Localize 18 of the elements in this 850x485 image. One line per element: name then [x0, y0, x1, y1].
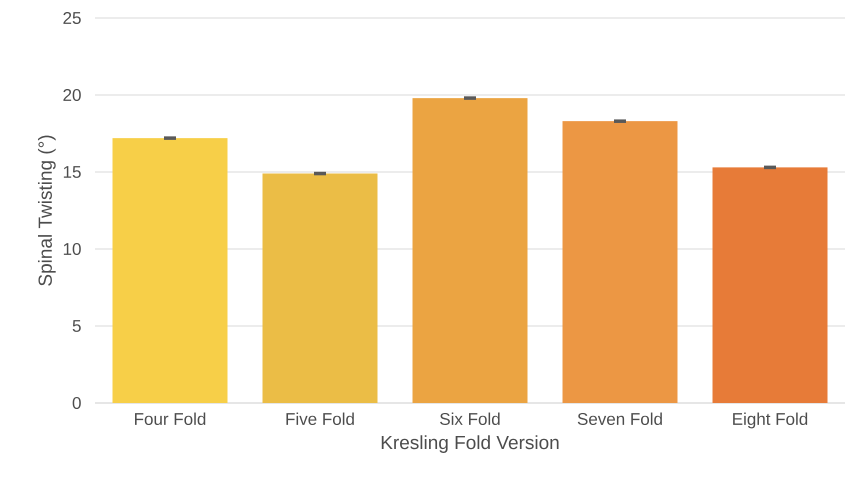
bar: [412, 98, 528, 403]
y-tick-label: 5: [72, 320, 81, 332]
x-tick-label: Four Fold: [135, 412, 206, 426]
x-tick-label: Eight Fold: [733, 412, 808, 428]
x-tick-label: Seven Fold: [578, 412, 662, 426]
bar: [112, 138, 228, 403]
x-axis-title: Kresling Fold Version: [382, 435, 559, 453]
x-tick-label: Six Fold: [440, 412, 500, 426]
bar: [562, 121, 678, 403]
bar: [712, 167, 828, 403]
y-tick-label: 0: [72, 396, 81, 410]
y-axis-title: Spinal Twisting (°): [38, 136, 56, 286]
y-tick-label: 25: [63, 12, 81, 24]
y-tick-label: 15: [64, 166, 81, 178]
x-tick-label: Five Fold: [286, 412, 354, 426]
bar: [262, 174, 378, 403]
y-tick-label: 20: [63, 88, 81, 102]
y-tick-label: 10: [64, 242, 81, 256]
